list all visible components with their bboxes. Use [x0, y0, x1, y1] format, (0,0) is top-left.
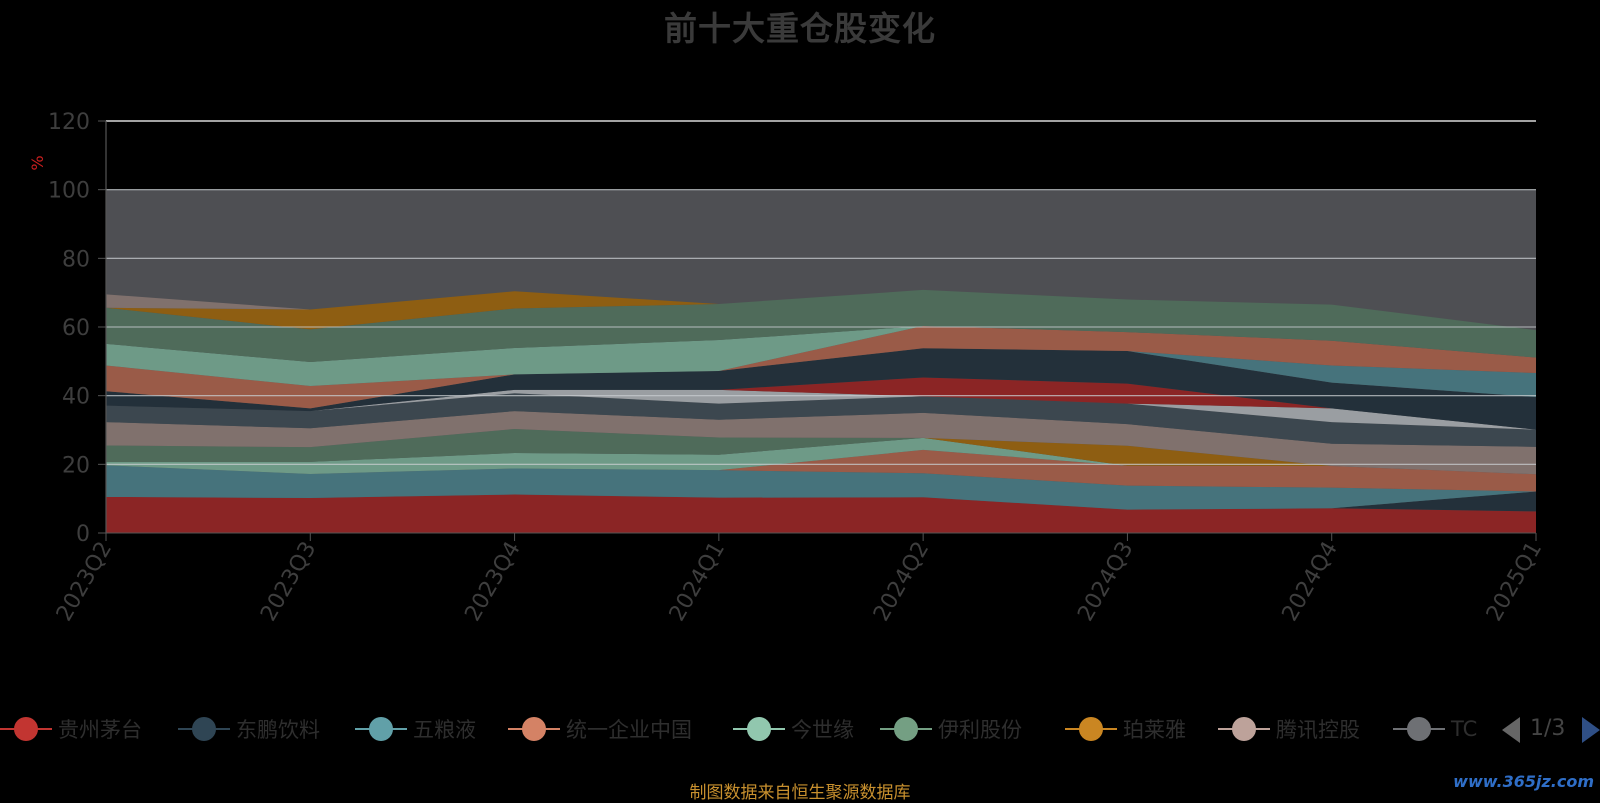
legend-label: 统一企业中国 — [566, 718, 692, 742]
legend-pager: 1/3 — [1500, 714, 1600, 748]
legend-marker-icon — [1218, 717, 1270, 741]
chart-title: 前十大重仓股变化 — [664, 9, 936, 48]
area-今世缘[interactable] — [106, 437, 1536, 475]
pager-page-number: 1/3 — [1530, 716, 1566, 741]
legend-marker-icon — [880, 717, 932, 741]
watermark: www.365jz.com — [1453, 772, 1594, 791]
area-贵州茅台[interactable] — [106, 494, 1536, 533]
x-tick-label: 2025Q1 — [1482, 538, 1547, 626]
area-统一企业中国[interactable] — [106, 449, 1536, 492]
legend-label: 贵州茅台 — [58, 718, 142, 742]
legend-marker-icon — [0, 717, 52, 741]
x-tick-label: 2024Q4 — [1278, 538, 1343, 626]
y-tick-label: 0 — [76, 522, 90, 547]
legend-label: 五粮液 — [413, 718, 476, 742]
x-tick-label: 2023Q2 — [52, 538, 117, 626]
pager-next-icon[interactable] — [1580, 714, 1600, 746]
legend-label: 东鹏饮料 — [236, 718, 320, 742]
legend-item[interactable]: 今世缘 — [733, 714, 854, 744]
x-tick-label: 2024Q2 — [869, 538, 934, 626]
legend-item[interactable]: 珀莱雅 — [1065, 714, 1186, 744]
data-source-note: 制图数据来自恒生聚源数据库 — [689, 783, 911, 803]
area-band-8[interactable] — [106, 289, 1536, 331]
legend-marker-icon — [1393, 717, 1445, 741]
legend-marker-icon — [733, 717, 785, 741]
pager-prev-icon[interactable] — [1500, 714, 1524, 746]
legend-item[interactable]: 统一企业中国 — [508, 714, 692, 744]
area-band-2[interactable] — [106, 377, 1536, 430]
x-tick-label: 2023Q4 — [460, 538, 525, 626]
x-tick-label: 2024Q3 — [1073, 538, 1138, 626]
legend-label: 伊利股份 — [938, 718, 1022, 742]
y-tick-label: 80 — [62, 247, 90, 272]
y-tick-label: 60 — [62, 316, 90, 341]
x-tick-label: 2024Q1 — [665, 538, 730, 626]
legend-marker-icon — [508, 717, 560, 741]
area-腾讯控股[interactable] — [106, 411, 1536, 475]
y-axis-label: % — [28, 155, 47, 170]
legend-item[interactable]: 五粮液 — [355, 714, 476, 744]
legend-item[interactable]: 东鹏饮料 — [178, 714, 320, 744]
legend-label: 腾讯控股 — [1276, 718, 1360, 742]
legend-item[interactable]: 伊利股份 — [880, 714, 1022, 744]
legend-label: 今世缘 — [791, 718, 854, 742]
y-tick-label: 40 — [62, 385, 90, 410]
area-伊利股份[interactable] — [106, 428, 1536, 475]
y-tick-label: 100 — [48, 179, 90, 204]
legend-item[interactable]: 腾讯控股 — [1218, 714, 1360, 744]
legend-item[interactable]: 贵州茅台 — [0, 714, 142, 744]
legend-item[interactable]: TC — [1393, 714, 1477, 744]
x-tick-label: 2023Q3 — [256, 538, 321, 626]
area-珀莱雅[interactable] — [106, 428, 1536, 475]
y-tick-label: 20 — [62, 453, 90, 478]
area-band-6[interactable] — [106, 325, 1536, 387]
legend-marker-icon — [178, 717, 230, 741]
area-五粮液[interactable] — [106, 465, 1536, 510]
area-band-5[interactable] — [106, 325, 1536, 409]
legend-marker-icon — [1065, 717, 1117, 741]
area-band-7[interactable] — [106, 289, 1536, 363]
legend-marker-icon — [355, 717, 407, 741]
y-tick-label: 120 — [48, 110, 90, 135]
legend-label: 珀莱雅 — [1123, 718, 1186, 742]
area-TC[interactable] — [106, 393, 1536, 447]
area-band-3[interactable] — [106, 348, 1536, 430]
legend-label: TC — [1451, 717, 1478, 741]
area-band-1[interactable] — [106, 389, 1536, 430]
